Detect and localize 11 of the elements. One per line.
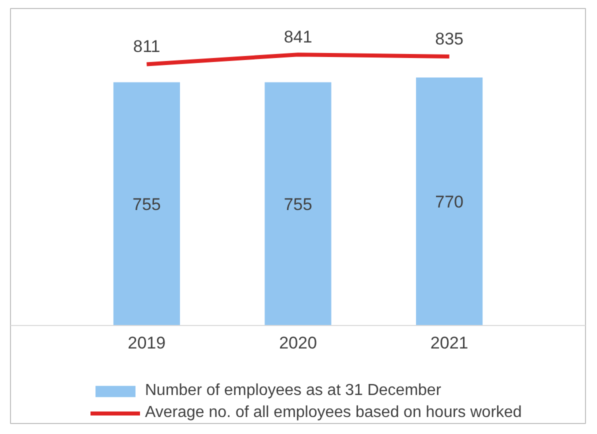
data-label: 770 — [435, 192, 464, 212]
data-label: 755 — [284, 194, 312, 214]
data-label: 835 — [435, 30, 464, 49]
x-tick-label: 2021 — [430, 334, 468, 353]
data-label: 841 — [284, 28, 312, 47]
x-tick-label: 2020 — [279, 334, 317, 353]
data-label: 755 — [132, 194, 161, 214]
data-label: 811 — [133, 37, 160, 56]
legend-label: Number of employees as at 31 December — [145, 382, 442, 400]
x-tick-label: 2019 — [128, 334, 166, 353]
legend-label: Average no. of all employees based on hours worked — [145, 404, 522, 422]
